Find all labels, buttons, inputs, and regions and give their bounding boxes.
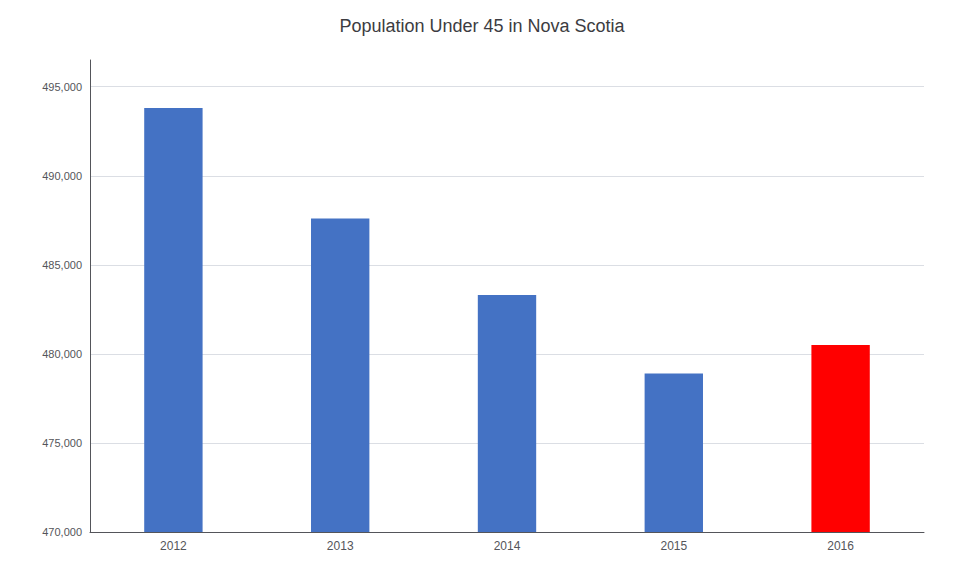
- svg-text:Population Under 45 in Nova Sc: Population Under 45 in Nova Scotia: [339, 16, 625, 36]
- svg-text:490,000: 490,000: [42, 170, 82, 182]
- svg-text:480,000: 480,000: [42, 348, 82, 360]
- svg-text:2016: 2016: [827, 539, 854, 553]
- svg-text:475,000: 475,000: [42, 437, 82, 449]
- svg-text:2015: 2015: [660, 539, 687, 553]
- svg-text:2014: 2014: [494, 539, 521, 553]
- svg-text:485,000: 485,000: [42, 259, 82, 271]
- svg-text:495,000: 495,000: [42, 81, 82, 93]
- svg-text:470,000: 470,000: [42, 526, 82, 538]
- svg-text:2013: 2013: [327, 539, 354, 553]
- svg-text:2012: 2012: [160, 539, 187, 553]
